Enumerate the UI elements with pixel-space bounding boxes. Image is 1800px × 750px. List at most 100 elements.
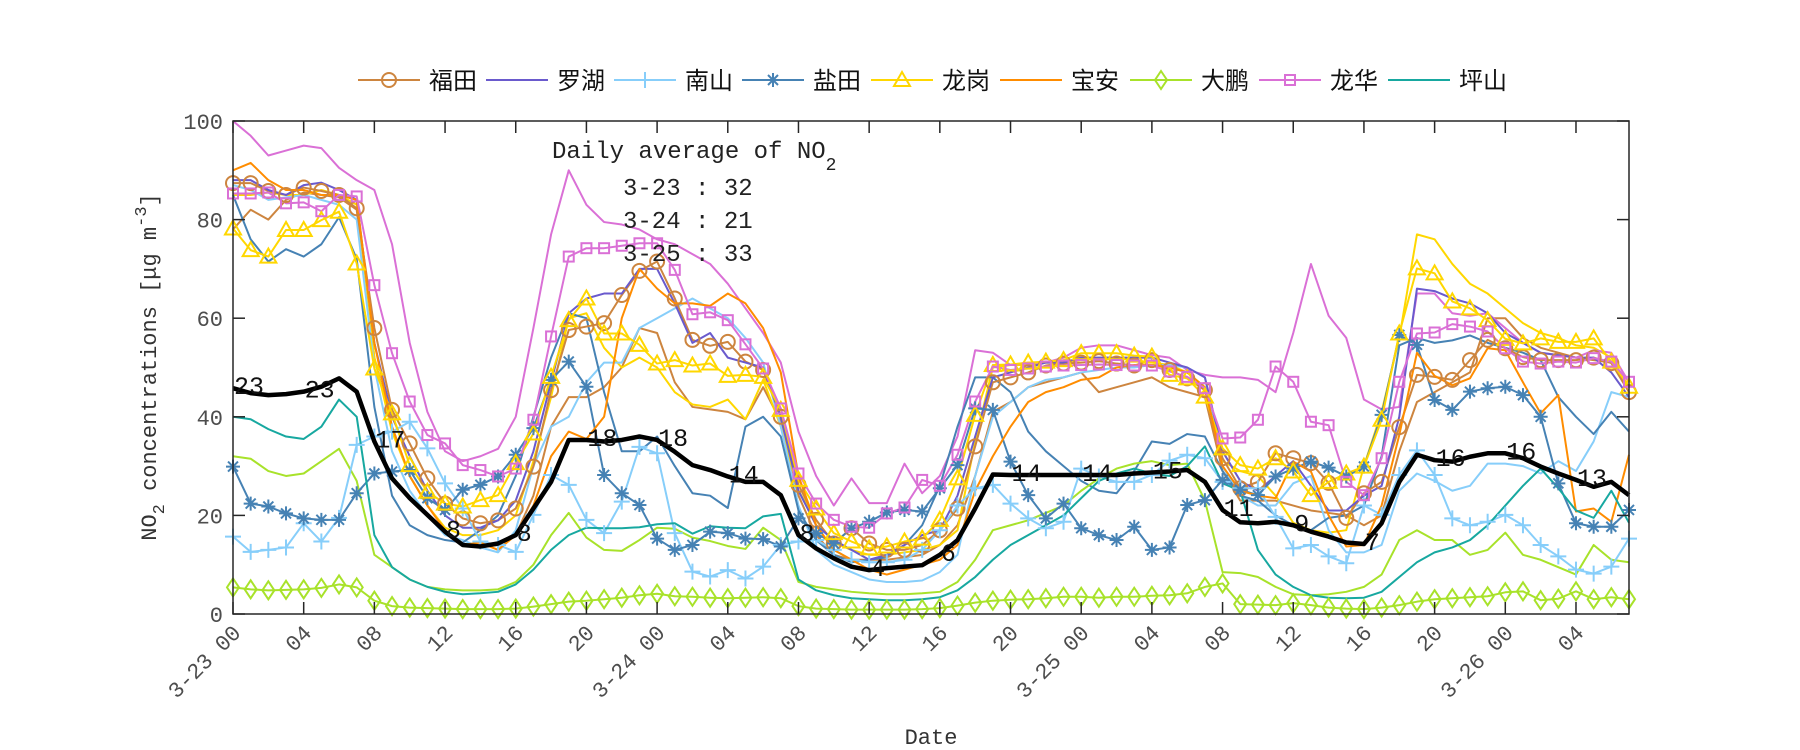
series-6-point (702, 586, 718, 609)
legend-label: 福田 (429, 67, 477, 95)
series-0-point (560, 322, 577, 339)
series-2-point (1514, 517, 1531, 534)
series-4-point (1283, 461, 1303, 479)
series-2-point (1479, 513, 1496, 530)
annotation-line-3-25: 3-25 : 33 (623, 242, 753, 269)
series-0-point (295, 179, 312, 196)
series-6-point (1109, 585, 1124, 608)
series-7-point (1022, 362, 1035, 375)
series-3-point (1109, 533, 1124, 548)
series-3-point (1604, 519, 1619, 534)
series-2-point (1585, 565, 1602, 582)
series-4-point (293, 219, 314, 237)
series-line-2 (232, 420, 1630, 580)
series-7-point (1340, 475, 1353, 488)
series-7-point (1322, 419, 1335, 432)
legend-item: 大鹏 (1130, 67, 1249, 95)
series-7-point (898, 501, 911, 514)
series-4-point (894, 531, 915, 549)
series-7-point (1481, 325, 1494, 338)
series-7-point (509, 462, 522, 475)
series-4-point (665, 350, 685, 368)
series-2-point (560, 476, 577, 493)
series-7-point (1516, 355, 1529, 368)
series-2-point (437, 475, 454, 492)
series-3-point (243, 496, 258, 511)
series-7-point (545, 330, 558, 343)
series-6-point (508, 597, 523, 620)
legend-label: 龙岗 (942, 67, 990, 95)
series-7-point (633, 237, 646, 250)
series-7-point (244, 187, 257, 200)
series-3-point (1162, 540, 1177, 555)
series-4-point (824, 523, 844, 541)
average-data-label: 11 (1224, 495, 1254, 524)
series-3-point (1409, 337, 1424, 352)
series-3-point (1551, 476, 1566, 491)
series-6-point (861, 598, 877, 621)
average-data-label: 13 (1577, 465, 1607, 494)
y-tick-label: 60 (197, 308, 223, 333)
series-7-point (421, 429, 434, 442)
series-3-point (1038, 511, 1053, 526)
series-4-point (1336, 463, 1356, 481)
series-2-point (755, 558, 772, 575)
series-6-point (1480, 585, 1495, 608)
series-3-point (685, 537, 700, 552)
series-6-point (667, 585, 682, 608)
series-4-point (488, 485, 508, 503)
series-3-point (614, 486, 629, 501)
series-4-point (753, 366, 773, 384)
series-6-point (1038, 587, 1054, 610)
series-4-point (1318, 471, 1339, 489)
annotation-line-3-24: 3-24 : 21 (623, 209, 753, 236)
average-line (232, 376, 1631, 573)
series-7-point (916, 473, 929, 486)
series-7-point (933, 479, 946, 492)
series-2-point (242, 543, 259, 560)
series-7-point (1287, 375, 1300, 388)
average-data-label: 14 (729, 461, 759, 490)
series-3-point (879, 505, 894, 520)
plot-lines (232, 120, 1630, 611)
series-4-point (700, 353, 720, 371)
series-4-point (930, 509, 950, 527)
series-2-point (1444, 510, 1461, 527)
series-6-point (437, 597, 453, 620)
series-6-point (1604, 586, 1619, 609)
series-7-point (757, 362, 770, 375)
series-3-point (1268, 469, 1283, 484)
series-2-point (1055, 513, 1072, 530)
series-4-point (647, 353, 667, 371)
series-0-point (1267, 445, 1284, 462)
series-2-point (1497, 506, 1514, 523)
series-6-point (331, 573, 347, 596)
y-tick-label: 0 (210, 604, 223, 629)
series-4-point (346, 253, 367, 271)
series-3-point (1356, 459, 1371, 474)
average-data-label: 23 (305, 377, 335, 406)
series-7-point (350, 190, 363, 203)
legend-marker-icon (892, 69, 912, 87)
series-3-point (1091, 528, 1106, 543)
series-0-point (1426, 368, 1443, 385)
series-7-point (1375, 452, 1388, 465)
series-2-point (507, 543, 524, 560)
series-0-point (490, 512, 507, 529)
legend-label: 南山 (685, 67, 733, 95)
series-0-point (1214, 450, 1231, 467)
series-2-point (348, 436, 365, 453)
series-2-point (967, 480, 984, 497)
series-6-point (1374, 596, 1389, 619)
series-0-point (613, 287, 630, 304)
series-4-point (947, 468, 968, 486)
y-tick-label: 100 (183, 111, 223, 136)
series-0-point (702, 337, 719, 354)
series-4-point (1018, 352, 1038, 370)
series-6-point (261, 579, 276, 602)
legend-label: 龙华 (1330, 67, 1378, 95)
series-3-point (826, 536, 841, 551)
series-3-point (809, 526, 824, 541)
series-0-point (1444, 371, 1461, 388)
